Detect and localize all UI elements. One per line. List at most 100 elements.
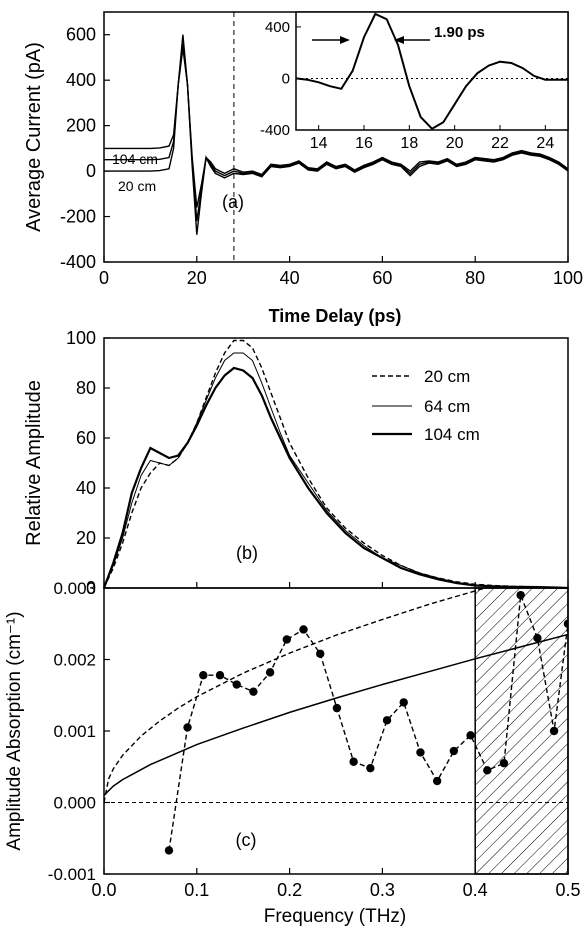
x-tick-label: 0.3 [370, 880, 395, 900]
inset-x-tick-label: 14 [310, 135, 328, 152]
panel-a-inset: 14 16 18 20 22 24 -400 0 400 1.90 ps [260, 11, 569, 152]
panel-c-tag: (c) [236, 830, 257, 850]
panel-a-tag: (a) [222, 192, 244, 212]
inset-x-tick-label: 16 [355, 135, 373, 152]
x-tick-label: 0.2 [277, 880, 302, 900]
inset-y-ticks: -400 0 400 [260, 19, 301, 139]
inset-arrow-left [312, 36, 350, 44]
data-point [549, 726, 559, 736]
y-tick-label: -400 [60, 252, 96, 272]
panel-a-x-ticks: 0 20 40 60 80 100 [99, 256, 583, 288]
inset-y-tick-label: 400 [265, 19, 290, 36]
panel-a-series-group [104, 34, 569, 235]
inset-x-ticks: 14 16 18 20 22 24 [310, 125, 554, 152]
x-tick-label: 0.0 [91, 880, 116, 900]
panel-c-series-group [104, 588, 568, 855]
panel-b-tag: (b) [236, 543, 258, 563]
data-point [232, 680, 241, 689]
series-line-20cm [103, 339, 569, 589]
panel-b: 0 20 40 60 80 100 Relative Amplitude (b) 20 c… [23, 328, 569, 598]
series-line-fit-solid [104, 633, 568, 796]
inset-frame [295, 11, 569, 131]
data-point [249, 687, 258, 696]
y-tick-label: 20 [76, 528, 96, 548]
data-point [366, 763, 375, 773]
x-tick-label: 0.1 [184, 880, 209, 900]
y-tick-label: 80 [76, 378, 96, 398]
x-tick-label: 0.5 [555, 880, 580, 900]
y-tick-label: 0.000 [53, 794, 96, 813]
data-point [215, 671, 225, 680]
data-point [499, 758, 509, 768]
y-tick-label: 100 [66, 328, 96, 348]
panel-a-y-ticks: -400 -200 0 200 400 600 [60, 25, 110, 272]
data-point [466, 731, 475, 740]
x-tick-label: 80 [465, 268, 485, 288]
y-tick-label: 200 [66, 116, 96, 136]
legend-label-64cm: 64 cm [424, 397, 470, 416]
y-tick-label: -200 [60, 207, 96, 227]
series-line-64cm [103, 352, 569, 589]
panel-a-y-axis-label: Average Current (pA) [23, 42, 45, 232]
data-point [399, 698, 408, 707]
series-line-20cm [104, 34, 569, 235]
panel-b-y-ticks: 0 20 40 60 80 100 [66, 328, 110, 598]
y-tick-label: 60 [76, 428, 96, 448]
x-tick-label: 0 [99, 268, 109, 288]
data-point [164, 846, 174, 855]
y-tick-label: 40 [76, 478, 96, 498]
data-point [282, 635, 292, 644]
data-point [183, 723, 192, 732]
panel-b-y-axis-label: Relative Amplitude [23, 380, 45, 546]
panel-c: 0.0 0.1 0.2 0.3 0.4 0.5 -0.001 0.000 0.001 0.002… [4, 579, 581, 927]
y-tick-label: 0 [86, 161, 96, 181]
data-point [199, 671, 208, 680]
series-line-104cm [102, 366, 569, 590]
data-point [533, 633, 542, 643]
data-point [382, 716, 392, 725]
inset-arrow-right [394, 36, 430, 44]
data-point [432, 776, 442, 786]
inset-pulse-width-annotation: 1.90 ps [434, 24, 485, 41]
data-point [265, 668, 275, 677]
label-104cm: 104 cm [112, 151, 158, 167]
panel-b-frame [103, 337, 569, 589]
inset-x-tick-label: 22 [491, 135, 509, 152]
data-point [349, 757, 358, 766]
label-20cm: 20 cm [118, 178, 156, 194]
legend: 20 cm 64 cm 104 cm [372, 367, 480, 444]
data-point [483, 766, 492, 775]
inset-y-tick-label: 0 [282, 70, 290, 87]
y-tick-label: -0.001 [48, 865, 96, 884]
panel-c-x-axis-label: Frequency (THz) [264, 906, 407, 927]
y-tick-label: 600 [66, 25, 96, 45]
data-point [299, 625, 308, 634]
data-point [449, 746, 459, 756]
inset-x-tick-label: 24 [536, 135, 554, 152]
x-tick-label: 100 [553, 268, 583, 288]
x-tick-label: 0.4 [463, 880, 488, 900]
panel-b-x-ticks [103, 582, 569, 588]
y-tick-label: 0 [86, 578, 96, 598]
x-tick-label: 40 [280, 268, 300, 288]
panel-a-x-axis-label: Time Delay (ps) [269, 306, 402, 326]
inset-x-tick-label: 20 [446, 135, 464, 152]
data-point [416, 748, 425, 757]
inset-y-tick-label: -400 [260, 122, 290, 139]
data-point [332, 703, 342, 713]
inset-x-tick-label: 18 [400, 135, 418, 152]
panel-b-series-group [102, 339, 569, 590]
legend-label-104cm: 104 cm [424, 425, 480, 444]
panel-c-x-ticks: 0.0 0.1 0.2 0.3 0.4 0.5 [91, 868, 581, 900]
data-point [563, 619, 568, 628]
panel-c-y-ticks: -0.001 0.000 0.001 0.002 0.003 [48, 579, 110, 884]
panel-c-y-axis-label: Amplitude Absorption (cm⁻¹) [4, 611, 25, 850]
y-tick-label: 0.001 [53, 722, 96, 741]
x-tick-label: 60 [372, 268, 392, 288]
x-tick-label: 20 [187, 268, 207, 288]
series-line-fit-dashed [104, 588, 489, 803]
legend-label-20cm: 20 cm [424, 367, 470, 386]
inset-waveform [295, 12, 568, 130]
